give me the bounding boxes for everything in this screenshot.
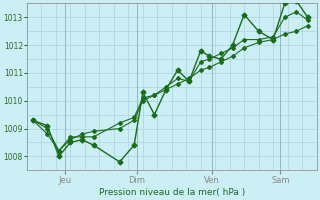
X-axis label: Pression niveau de la mer( hPa ): Pression niveau de la mer( hPa ) xyxy=(99,188,245,197)
